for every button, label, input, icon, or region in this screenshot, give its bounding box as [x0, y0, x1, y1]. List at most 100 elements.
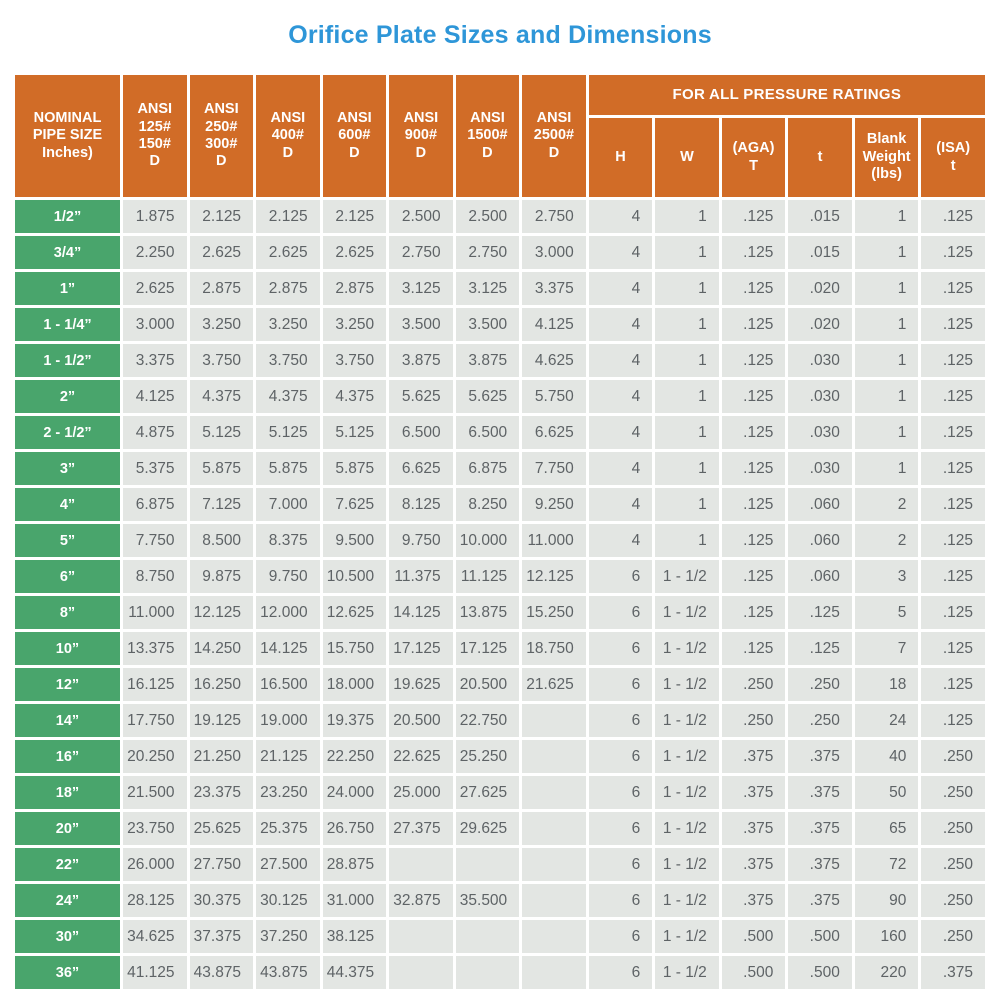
- table-row: 3” 5.375 5.875 5.875 5.875 6.625 6.875 7.750 4 1.…: [15, 452, 985, 485]
- value-cell: 17.125: [455, 632, 520, 665]
- value-cell: 3.750: [189, 344, 254, 377]
- value-cell: 9.500: [322, 524, 387, 557]
- value-cell: 4: [588, 272, 653, 305]
- value-cell: .125: [721, 524, 786, 557]
- value-cell: 13.875: [455, 596, 520, 629]
- value-cell: .375: [721, 776, 786, 809]
- table-header: NOMINAL PIPE SIZE Inches) ANSI 125# 150#…: [15, 75, 985, 197]
- table-row: 36” 41.125 43.875 43.875 44.375 6 1 - 1/2.500.…: [15, 956, 985, 989]
- value-cell: 4.375: [256, 380, 320, 413]
- value-cell: .125: [721, 632, 786, 665]
- value-cell: 6.500: [389, 416, 453, 449]
- value-cell: 5.125: [256, 416, 320, 449]
- pipe-size-cell: 16”: [15, 740, 120, 773]
- value-cell: 6: [588, 668, 653, 701]
- value-cell: 2.625: [123, 272, 187, 305]
- value-cell: 3.750: [256, 344, 320, 377]
- value-cell: 1: [854, 236, 919, 269]
- value-cell: 7.625: [322, 488, 387, 521]
- value-cell: 2.625: [322, 236, 387, 269]
- value-cell: 30.375: [189, 884, 254, 917]
- value-cell: 1 - 1/2: [655, 632, 719, 665]
- value-cell: 3.125: [455, 272, 520, 305]
- pipe-size-cell: 1 - 1/4”: [15, 308, 120, 341]
- value-cell: 20.500: [389, 704, 453, 737]
- value-cell: 3.375: [123, 344, 187, 377]
- value-cell: [522, 956, 586, 989]
- value-cell: .125: [921, 200, 985, 233]
- value-cell: 1 - 1/2: [655, 740, 719, 773]
- value-cell: 23.375: [189, 776, 254, 809]
- value-cell: 4: [588, 344, 653, 377]
- value-cell: .375: [721, 848, 786, 881]
- col-header-ansi-600: ANSI 600# D: [322, 75, 387, 197]
- value-cell: 5.750: [522, 380, 586, 413]
- value-cell: 2.750: [522, 200, 586, 233]
- table-row: 16” 20.250 21.250 21.125 22.250 22.625 25.250 6…: [15, 740, 985, 773]
- table-row: 18” 21.500 23.375 23.250 24.000 25.000 27.625 6…: [15, 776, 985, 809]
- value-cell: [522, 704, 586, 737]
- value-cell: 3.000: [123, 308, 187, 341]
- value-cell: .125: [721, 200, 786, 233]
- pipe-size-cell: 5”: [15, 524, 120, 557]
- table-row: 2” 4.125 4.375 4.375 4.375 5.625 5.625 5.750 4 1.…: [15, 380, 985, 413]
- value-cell: .125: [788, 632, 852, 665]
- value-cell: 14.125: [256, 632, 320, 665]
- value-cell: 27.625: [455, 776, 520, 809]
- value-cell: .250: [921, 848, 985, 881]
- table-row: 2 - 1/2” 4.875 5.125 5.125 5.125 6.500 6.500 6.…: [15, 416, 985, 449]
- value-cell: [522, 848, 586, 881]
- value-cell: 6: [588, 956, 653, 989]
- value-cell: 9.750: [389, 524, 453, 557]
- value-cell: [522, 812, 586, 845]
- value-cell: 6: [588, 596, 653, 629]
- value-cell: 1: [655, 236, 719, 269]
- value-cell: 22.625: [389, 740, 453, 773]
- value-cell: 6: [588, 920, 653, 953]
- pipe-size-cell: 3”: [15, 452, 120, 485]
- value-cell: .015: [788, 200, 852, 233]
- value-cell: 4: [588, 416, 653, 449]
- value-cell: 2.625: [189, 236, 254, 269]
- value-cell: 50: [854, 776, 919, 809]
- value-cell: 1: [854, 200, 919, 233]
- value-cell: 2.500: [389, 200, 453, 233]
- value-cell: 8.375: [256, 524, 320, 557]
- col-header-aga-t: (AGA) T: [721, 118, 786, 197]
- value-cell: 2.250: [123, 236, 187, 269]
- value-cell: [522, 884, 586, 917]
- value-cell: .125: [921, 560, 985, 593]
- value-cell: .125: [921, 704, 985, 737]
- value-cell: .125: [921, 236, 985, 269]
- value-cell: 41.125: [123, 956, 187, 989]
- table-row: 5” 7.750 8.500 8.375 9.500 9.750 10.000 11.000 4…: [15, 524, 985, 557]
- table-row: 24” 28.125 30.375 30.125 31.000 32.875 35.500 6…: [15, 884, 985, 917]
- pipe-size-cell: 4”: [15, 488, 120, 521]
- value-cell: 65: [854, 812, 919, 845]
- value-cell: 1: [655, 524, 719, 557]
- value-cell: .030: [788, 416, 852, 449]
- value-cell: .250: [721, 668, 786, 701]
- value-cell: .500: [721, 956, 786, 989]
- value-cell: 6: [588, 704, 653, 737]
- value-cell: .250: [921, 920, 985, 953]
- header-row-top: NOMINAL PIPE SIZE Inches) ANSI 125# 150#…: [15, 75, 985, 197]
- table-row: 20” 23.750 25.625 25.375 26.750 27.375 29.625 6…: [15, 812, 985, 845]
- value-cell: .250: [921, 776, 985, 809]
- value-cell: 1: [655, 344, 719, 377]
- value-cell: 3.000: [522, 236, 586, 269]
- value-cell: 19.000: [256, 704, 320, 737]
- value-cell: 1: [655, 272, 719, 305]
- value-cell: 6: [588, 848, 653, 881]
- table-row: 3/4” 2.250 2.625 2.625 2.625 2.750 2.750 3.000 4…: [15, 236, 985, 269]
- value-cell: .020: [788, 308, 852, 341]
- value-cell: 6: [588, 884, 653, 917]
- value-cell: 2: [854, 488, 919, 521]
- pipe-size-cell: 1”: [15, 272, 120, 305]
- value-cell: 38.125: [322, 920, 387, 953]
- value-cell: 5.875: [322, 452, 387, 485]
- value-cell: [522, 740, 586, 773]
- value-cell: 1: [655, 452, 719, 485]
- value-cell: .125: [721, 596, 786, 629]
- pipe-size-cell: 8”: [15, 596, 120, 629]
